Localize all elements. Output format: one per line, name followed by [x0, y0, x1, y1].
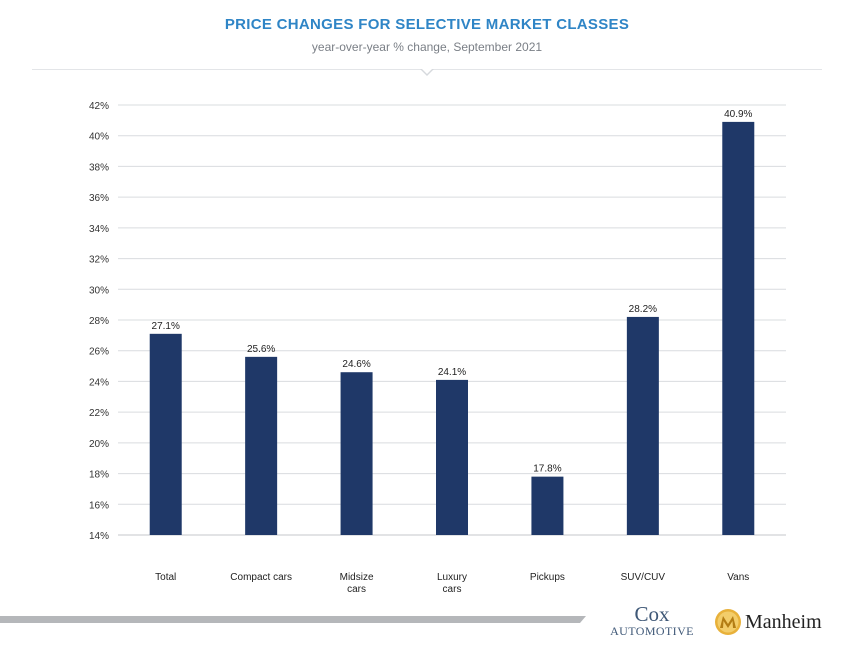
y-tick-label: 38%	[89, 162, 109, 173]
chart-title: PRICE CHANGES FOR SELECTIVE MARKET CLASS…	[224, 16, 630, 33]
bar-chart: 14% 16% 18% 20% 22% 24% 26% 28% 30% 32% 34% 36% 38% 4…	[89, 101, 786, 595]
x-category-label: Vans	[727, 572, 749, 583]
bar-value-label: 24.6%	[342, 359, 370, 370]
bar-value-label: 28.2%	[629, 304, 657, 315]
bar-value-label: 40.9%	[724, 109, 752, 120]
bar	[436, 379, 468, 535]
bar	[340, 372, 373, 535]
y-tick-label: 14%	[89, 531, 109, 542]
x-category-label: Luxury	[437, 572, 467, 583]
cox-logo-word: Cox	[634, 602, 670, 626]
bar	[626, 316, 659, 535]
bar-value-label: 27.1%	[152, 321, 180, 332]
y-tick-label: 16%	[89, 500, 109, 511]
y-tick-label: 34%	[89, 224, 109, 235]
bar	[245, 356, 278, 535]
bar	[722, 121, 755, 536]
header-caret-inner	[422, 69, 432, 74]
chart-subtitle: year-over-year % change, September 2021	[311, 40, 543, 54]
y-tick-label: 20%	[89, 439, 109, 450]
y-tick-label: 28%	[89, 316, 109, 327]
x-category-label: Pickups	[530, 572, 565, 583]
bar-value-label: 25.6%	[247, 344, 275, 355]
x-category-label: Compact cars	[230, 572, 292, 583]
x-category-label: cars	[443, 584, 462, 595]
y-tick-label: 36%	[89, 193, 109, 204]
y-tick-label: 18%	[89, 470, 109, 481]
bar	[149, 333, 182, 535]
bar-value-label: 24.1%	[438, 367, 466, 378]
y-tick-label: 32%	[89, 255, 109, 266]
footer-stripe	[0, 616, 580, 623]
x-category-label: Midsize	[340, 572, 374, 583]
automotive-logo-word: AUTOMOTIVE	[610, 624, 694, 638]
x-category-label: Total	[155, 572, 176, 583]
y-tick-label: 40%	[89, 132, 109, 143]
y-tick-label: 22%	[89, 408, 109, 419]
footer-stripe-cap	[580, 616, 586, 623]
x-category-label: cars	[347, 584, 366, 595]
y-tick-label: 42%	[89, 101, 109, 112]
manheim-logo: Manheim	[714, 608, 822, 636]
manheim-logo-word: Manheim	[745, 610, 822, 633]
y-tick-label: 24%	[89, 377, 109, 388]
bar-value-label: 17.8%	[533, 464, 561, 475]
cox-automotive-logo: Cox AUTOMOTIVE	[598, 602, 706, 638]
y-tick-label: 30%	[89, 285, 109, 296]
x-category-label: SUV/CUV	[621, 572, 666, 583]
bar	[531, 476, 564, 535]
y-tick-label: 26%	[89, 347, 109, 358]
manheim-emblem-icon	[715, 609, 741, 635]
